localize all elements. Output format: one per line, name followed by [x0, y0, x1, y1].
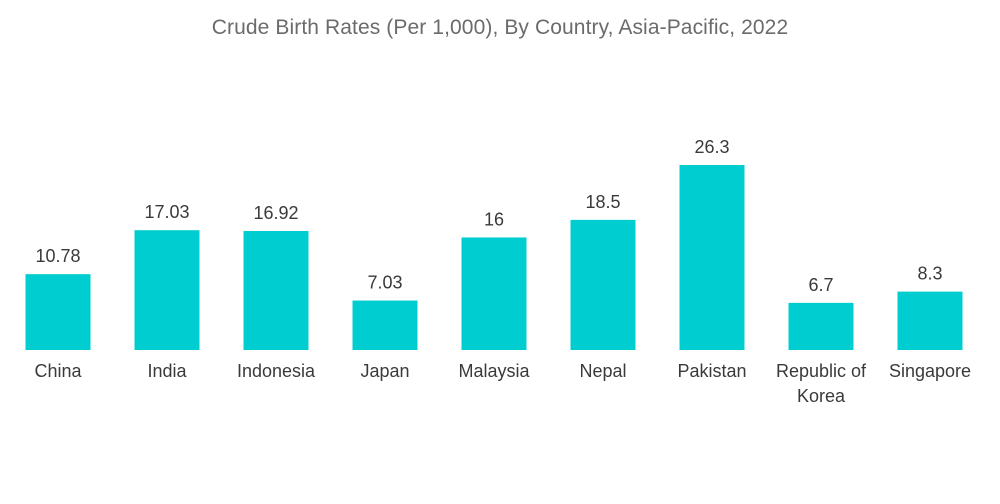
category-label: China — [34, 361, 82, 381]
bar-singapore — [897, 291, 963, 350]
category-label: India — [147, 361, 187, 381]
category-label: Singapore — [889, 361, 971, 381]
bar-india — [134, 230, 200, 350]
bar-japan — [352, 300, 418, 350]
category-label: Japan — [360, 361, 409, 381]
bar-malaysia — [461, 237, 527, 350]
data-label: 26.3 — [694, 137, 729, 157]
chart-title: Crude Birth Rates (Per 1,000), By Countr… — [211, 16, 789, 39]
bar-indonesia — [243, 230, 309, 350]
bar-nepal — [570, 219, 636, 350]
data-label: 8.3 — [917, 264, 942, 284]
category-label: Republic of Korea — [776, 361, 867, 406]
category-label: Pakistan — [677, 361, 746, 381]
data-label: 16 — [484, 209, 504, 229]
data-label: 10.78 — [35, 246, 80, 266]
category-label: Malaysia — [458, 361, 530, 381]
data-label: 7.03 — [367, 273, 402, 293]
data-label: 18.5 — [585, 192, 620, 212]
data-label: 16.92 — [253, 203, 298, 223]
data-label: 6.7 — [808, 275, 833, 295]
bar-china — [25, 274, 91, 350]
bar-pakistan — [679, 165, 745, 350]
category-label: Indonesia — [237, 361, 316, 381]
category-label: Nepal — [579, 361, 626, 381]
bar-republic-of-korea — [788, 302, 854, 350]
data-label: 17.03 — [144, 202, 189, 222]
